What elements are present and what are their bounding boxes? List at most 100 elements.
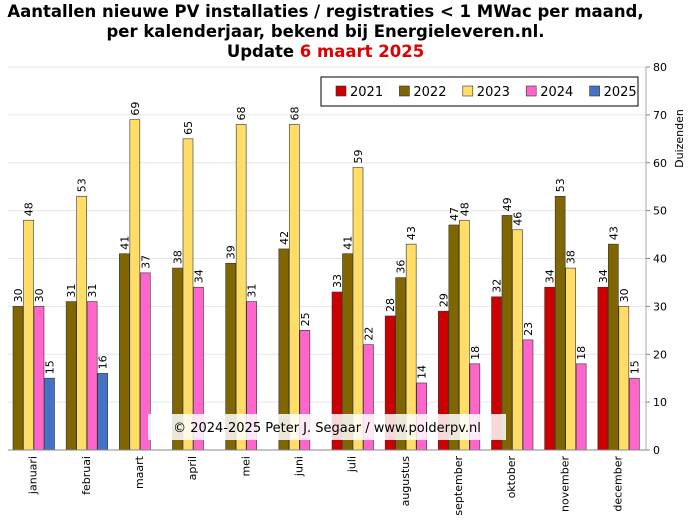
bar-2025-januari <box>44 377 55 451</box>
data-label: 14 <box>416 365 429 379</box>
data-label: 49 <box>501 197 514 211</box>
legend-label-2021: 2021 <box>350 85 383 100</box>
bar-2024-oktober <box>522 339 534 451</box>
legend-label-2024: 2024 <box>540 85 573 100</box>
data-label: 42 <box>278 231 291 245</box>
bar-2023-april <box>182 138 194 451</box>
data-label: 29 <box>437 293 450 307</box>
watermark-background <box>148 414 506 440</box>
x-tick-label: september <box>452 456 465 516</box>
data-label: 32 <box>491 279 504 293</box>
bar-2023-oktober <box>512 229 523 451</box>
data-label: 34 <box>193 269 206 283</box>
bar-2024-december <box>629 377 640 451</box>
data-label: 22 <box>363 327 376 341</box>
legend-swatch-2022 <box>399 85 410 97</box>
data-label: 48 <box>458 202 471 216</box>
data-label: 18 <box>575 346 588 360</box>
y-axis-label: Duizenden <box>673 109 686 168</box>
data-label: 28 <box>384 298 397 312</box>
bar-2023-januari <box>23 219 34 451</box>
bar-2023-februai <box>76 195 87 451</box>
data-label: 30 <box>618 288 631 302</box>
bar-2022-december <box>608 243 619 451</box>
data-label: 68 <box>288 106 301 120</box>
data-label: 23 <box>522 322 535 336</box>
y-tick-label: 60 <box>653 157 667 170</box>
data-label: 18 <box>469 346 482 360</box>
legend-swatch-2021 <box>335 85 347 97</box>
data-label: 41 <box>342 236 355 250</box>
data-label: 30 <box>33 288 46 302</box>
x-tick-label: april <box>186 456 199 480</box>
legend-box <box>320 76 639 107</box>
legend-label-2022: 2022 <box>413 85 446 100</box>
bar-2023-maart <box>129 119 141 451</box>
data-label: 43 <box>405 226 418 240</box>
bar-2025-februai <box>97 373 108 451</box>
data-label: 46 <box>512 212 525 226</box>
y-tick-label: 40 <box>653 253 667 266</box>
bar-2021-december <box>597 286 609 451</box>
x-tick-label: oktober <box>505 456 518 499</box>
chart-update-date: 6 maart 2025 <box>299 42 425 61</box>
x-tick-label: juli <box>346 456 359 473</box>
legend-label-2025: 2025 <box>604 85 637 100</box>
data-label: 53 <box>554 178 567 192</box>
legend-swatch-2023 <box>462 85 474 97</box>
y-tick-label: 50 <box>653 205 667 218</box>
data-label: 15 <box>44 360 57 374</box>
legend-label-2023: 2023 <box>477 85 510 100</box>
bar-2023-november <box>565 267 576 451</box>
bar-2024-januari <box>33 306 45 451</box>
data-label: 25 <box>299 312 312 326</box>
x-tick-label: januari <box>27 456 40 495</box>
data-label: 43 <box>607 226 620 240</box>
x-tick-label: maart <box>133 455 146 489</box>
x-tick-label: december <box>611 456 624 512</box>
y-tick-label: 20 <box>653 348 667 361</box>
data-label: 30 <box>12 288 25 302</box>
y-tick-label: 80 <box>653 61 667 74</box>
x-tick-label: augustus <box>399 456 412 507</box>
y-tick-label: 70 <box>653 109 667 122</box>
data-label: 68 <box>235 106 248 120</box>
bar-2023-juli <box>352 167 364 451</box>
data-label: 38 <box>565 250 578 264</box>
data-label: 38 <box>172 250 185 264</box>
x-tick-label: juni <box>292 456 305 477</box>
chart-update-prefix: Update <box>226 42 300 61</box>
watermark-text: © 2024-2025 Peter J. Segaar / www.polder… <box>173 421 481 436</box>
bar-2022-februai <box>65 301 77 451</box>
data-label: 65 <box>182 121 195 135</box>
data-label: 31 <box>86 284 99 298</box>
data-label: 59 <box>352 150 365 164</box>
bar-2024-november <box>575 363 587 451</box>
chart-title-line-2: per kalenderjaar, bekend bij Energieleve… <box>106 22 545 41</box>
bar-2024-februai <box>86 301 98 451</box>
x-tick-label: februai <box>80 456 93 495</box>
chart-title-line-1: Aantallen nieuwe PV installaties / regis… <box>7 2 644 21</box>
chart-title-line-3: Update 6 maart 2025 <box>0 42 651 62</box>
bar-2023-juni <box>289 124 300 451</box>
data-label: 31 <box>65 284 78 298</box>
data-label: 48 <box>23 202 36 216</box>
legend-swatch-2025 <box>589 85 600 97</box>
data-label: 39 <box>225 245 238 259</box>
x-tick-label: mei <box>239 456 252 477</box>
data-label: 15 <box>628 360 641 374</box>
data-label: 37 <box>139 255 152 269</box>
data-label: 69 <box>129 102 142 116</box>
data-label: 31 <box>246 284 259 298</box>
bar-2021-november <box>544 286 555 451</box>
bar-2022-januari <box>12 306 24 451</box>
data-label: 34 <box>544 269 557 283</box>
y-tick-label: 0 <box>653 444 660 457</box>
data-label: 36 <box>395 260 408 274</box>
bar-2022-november <box>554 195 566 451</box>
data-label: 41 <box>118 236 131 250</box>
y-tick-label: 30 <box>653 300 667 313</box>
bar-2023-december <box>618 306 630 451</box>
legend-swatch-2024 <box>525 85 537 97</box>
